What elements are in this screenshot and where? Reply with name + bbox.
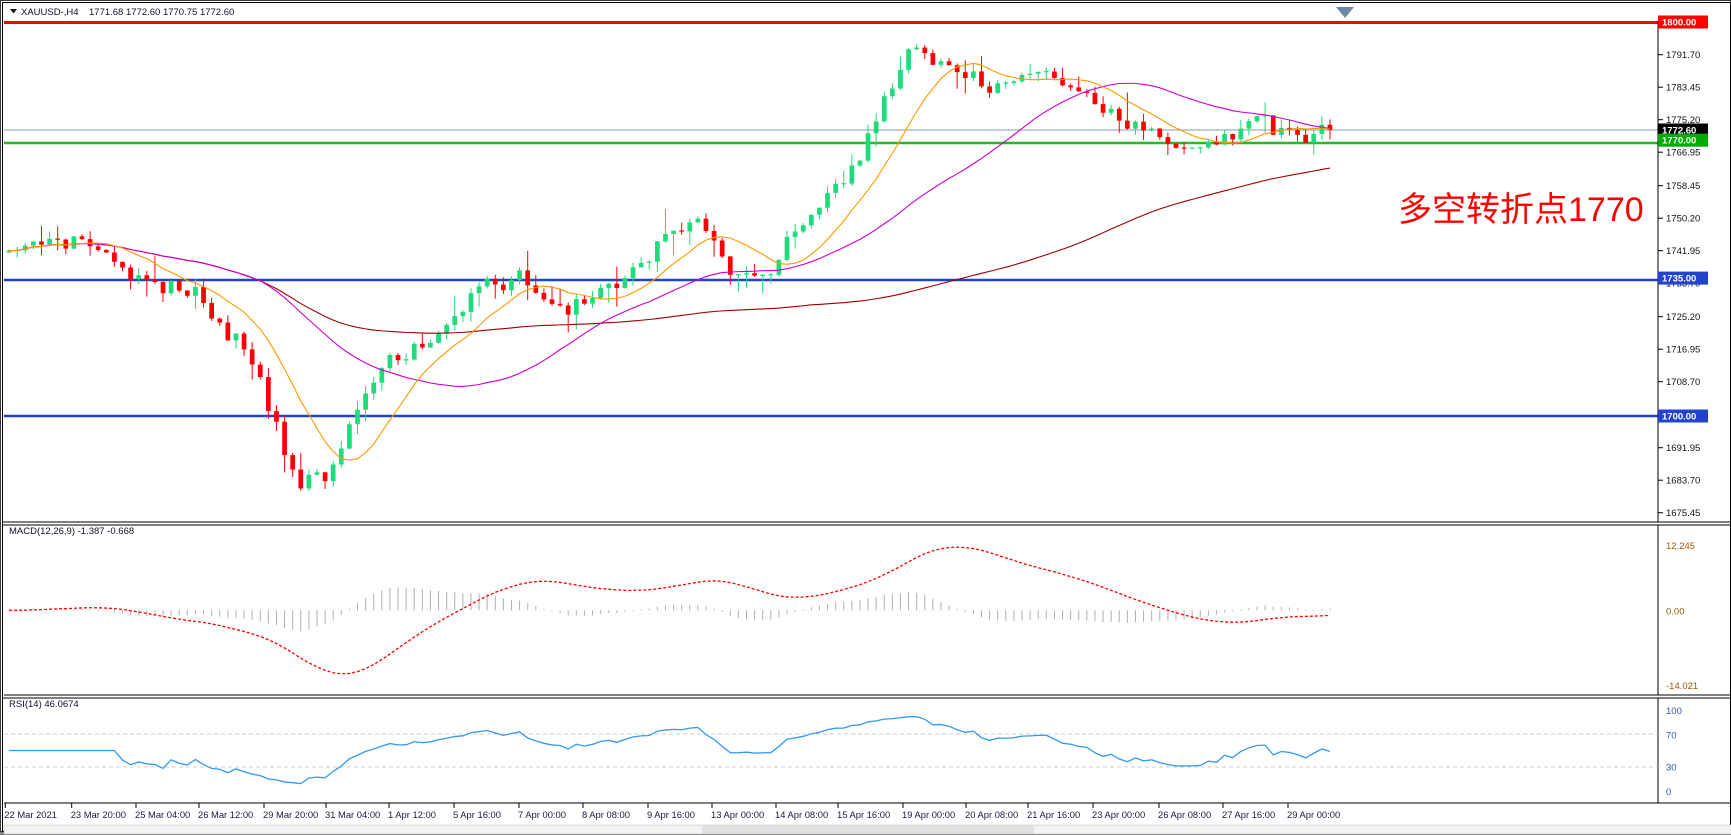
svg-text:1708.70: 1708.70 [1666,377,1700,388]
svg-text:13 Apr 00:00: 13 Apr 00:00 [711,809,764,820]
svg-text:9 Apr 16:00: 9 Apr 16:00 [647,809,695,820]
svg-text:1791.70: 1791.70 [1666,50,1700,61]
svg-text:1675.45: 1675.45 [1666,508,1700,519]
svg-text:1725.20: 1725.20 [1666,312,1700,323]
svg-text:25 Mar 04:00: 25 Mar 04:00 [135,809,190,820]
svg-text:70: 70 [1666,730,1677,741]
svg-text:1783.45: 1783.45 [1666,83,1700,94]
svg-text:21 Apr 16:00: 21 Apr 16:00 [1027,809,1080,820]
svg-text:1750.20: 1750.20 [1666,214,1700,225]
svg-text:20 Apr 08:00: 20 Apr 08:00 [965,809,1018,820]
svg-text:多空转折点1770: 多空转折点1770 [1398,191,1644,229]
svg-text:31 Mar 04:00: 31 Mar 04:00 [325,809,380,820]
svg-text:1683.70: 1683.70 [1666,476,1700,487]
svg-text:RSI(14) 46.0674: RSI(14) 46.0674 [9,699,79,710]
svg-text:26 Mar 12:00: 26 Mar 12:00 [198,809,253,820]
svg-text:-14.021: -14.021 [1666,681,1698,692]
svg-text:1771.68 1772.60 1770.75 1772.6: 1771.68 1772.60 1770.75 1772.60 [89,7,234,18]
svg-text:1741.95: 1741.95 [1666,246,1700,257]
svg-text:1716.95: 1716.95 [1666,345,1700,356]
svg-text:MACD(12,26,9) -1.387 -0.668: MACD(12,26,9) -1.387 -0.668 [9,526,134,537]
svg-text:5 Apr 16:00: 5 Apr 16:00 [453,809,501,820]
svg-text:1800.00: 1800.00 [1662,17,1696,28]
svg-text:23 Apr 00:00: 23 Apr 00:00 [1092,809,1145,820]
svg-text:1766.95: 1766.95 [1666,148,1700,159]
svg-text:23 Mar 20:00: 23 Mar 20:00 [71,809,126,820]
svg-text:1758.45: 1758.45 [1666,181,1700,192]
svg-text:1 Apr 12:00: 1 Apr 12:00 [388,809,436,820]
svg-text:12.245: 12.245 [1666,541,1695,552]
svg-text:100: 100 [1666,706,1682,717]
svg-text:8 Apr 08:00: 8 Apr 08:00 [582,809,630,820]
svg-text:1735.00: 1735.00 [1662,273,1696,284]
svg-text:14 Apr 08:00: 14 Apr 08:00 [775,809,828,820]
svg-text:7 Apr 00:00: 7 Apr 00:00 [518,809,566,820]
svg-text:29 Mar 20:00: 29 Mar 20:00 [263,809,318,820]
svg-text:1691.95: 1691.95 [1666,443,1700,454]
svg-text:1700.00: 1700.00 [1662,411,1696,422]
svg-text:22 Mar 2021: 22 Mar 2021 [4,809,57,820]
svg-text:26 Apr 08:00: 26 Apr 08:00 [1158,809,1211,820]
svg-text:29 Apr 00:00: 29 Apr 00:00 [1287,809,1340,820]
svg-text:XAUUSD-,H4: XAUUSD-,H4 [21,7,79,18]
svg-text:15 Apr 16:00: 15 Apr 16:00 [837,809,890,820]
svg-text:19 Apr 00:00: 19 Apr 00:00 [902,809,955,820]
svg-text:27 Apr 16:00: 27 Apr 16:00 [1222,809,1275,820]
svg-text:0.00: 0.00 [1666,606,1685,617]
svg-text:1770.00: 1770.00 [1662,136,1696,147]
svg-text:0: 0 [1666,787,1671,798]
svg-text:30: 30 [1666,763,1677,774]
